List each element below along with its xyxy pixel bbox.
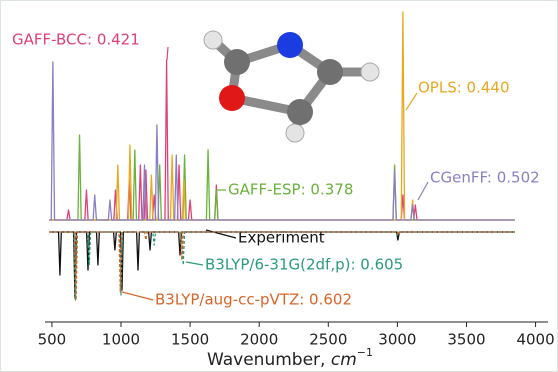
series-label: GAFF-ESP: 0.378 [228,181,353,199]
series-label: OPLS: 0.440 [418,79,510,97]
x-tick-label: 3000 [378,331,416,349]
x-tick-label: 1000 [102,331,140,349]
series-label: B3LYP/6-31G(2df,p): 0.605 [205,256,403,274]
x-label-text: Wavenumber, [207,350,331,370]
x-tick-label: 3500 [447,331,485,349]
series-label: GAFF-BCC: 0.421 [12,31,140,49]
x-tick-label: 4000 [516,331,554,349]
x-tick-label: 2000 [240,331,278,349]
series-label: Experiment [238,229,325,247]
x-tick-label: 2500 [309,331,347,349]
x-tick-label: 1500 [171,331,209,349]
series-label: B3LYP/aug-cc-pVTZ: 0.602 [155,291,352,309]
x-axis-label: Wavenumber, cm−1 [207,346,373,370]
chart: Wavenumber, cm−1 500 1000 1500 2000 2500 3000… [0,0,558,372]
x-label-unit: cm [331,350,357,370]
x-tick-label: 500 [38,331,67,349]
series-label: CGenFF: 0.502 [430,169,540,187]
x-label-exponent: −1 [357,346,373,359]
